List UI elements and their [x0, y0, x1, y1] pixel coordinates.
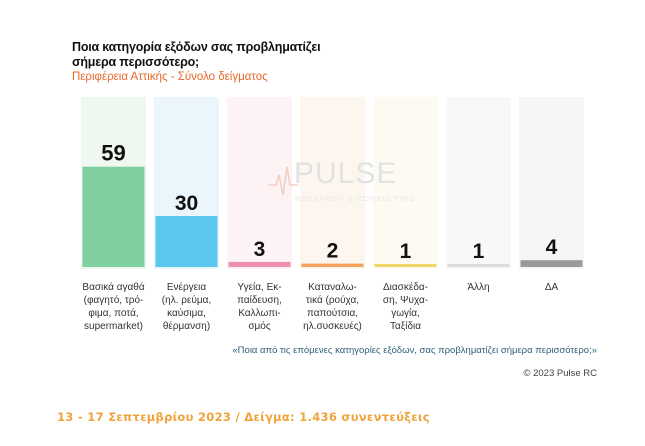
category-label: Ενέργεια (ηλ. ρεύμα, καύσιμα, θέρμανση)	[162, 281, 211, 332]
category-label: Άλλη	[467, 282, 489, 293]
bar	[447, 264, 510, 267]
category-label: Καταναλω-τικά (ρούχα, παπούτσια, ηλ.συσκευ…	[303, 282, 362, 332]
bar	[301, 263, 364, 267]
bar-value-label: 3	[254, 238, 266, 261]
bar-track	[300, 97, 365, 269]
bar-track	[519, 97, 584, 269]
bar-value-label: 2	[327, 240, 339, 263]
chart-title-line-2: σήμερα περισσότερο;	[72, 55, 199, 69]
bar-value-label: 30	[175, 192, 198, 215]
chart-subtitle: Περιφέρεια Αττικής - Σύνολο δείγματος	[72, 71, 268, 83]
bar-value-label: 1	[473, 240, 485, 263]
watermark-tagline: RESEARCH & CONSULTING	[295, 194, 416, 203]
bar-track	[373, 97, 438, 269]
pulse-watermark-logo: PULSE RESEARCH & CONSULTING	[268, 157, 418, 207]
chart-title: Ποια κατηγορία εξόδων σας προβληματίζει …	[72, 40, 321, 70]
bar-value-label: 59	[101, 141, 125, 166]
bar	[374, 264, 437, 267]
bar-value-label: 4	[546, 236, 558, 259]
category-label: ΔΑ	[545, 282, 559, 293]
category-label: Υγεία, Εκ-παίδευση, Καλλωπι-σμός	[237, 281, 282, 332]
pulse-wave-icon	[268, 166, 298, 196]
chart-title-line-1: Ποια κατηγορία εξόδων σας προβληματίζει	[72, 40, 321, 54]
bar-value-label: 1	[400, 240, 412, 263]
copyright-note: © 2023 Pulse RC	[523, 368, 597, 379]
category-label: Διασκέδα-ση, Ψυχα-γωγία, Ταξίδια	[383, 281, 428, 332]
bar	[520, 260, 583, 267]
watermark-word: PULSE	[294, 157, 398, 190]
bar	[82, 166, 145, 267]
survey-question-note: «Ποια από τις επόμενες κατηγορίες εξόδων…	[232, 345, 597, 356]
bar	[228, 261, 291, 267]
fieldwork-footer: 13 - 17 Σεπτεμβρίου 2023 / Δείγμα: 1.436…	[57, 410, 430, 424]
bar	[155, 216, 218, 267]
category-label: Βασικά αγαθά (φαγητό, τρό-φιμα, ποτά, supe…	[82, 281, 144, 332]
bar-track	[446, 97, 511, 269]
